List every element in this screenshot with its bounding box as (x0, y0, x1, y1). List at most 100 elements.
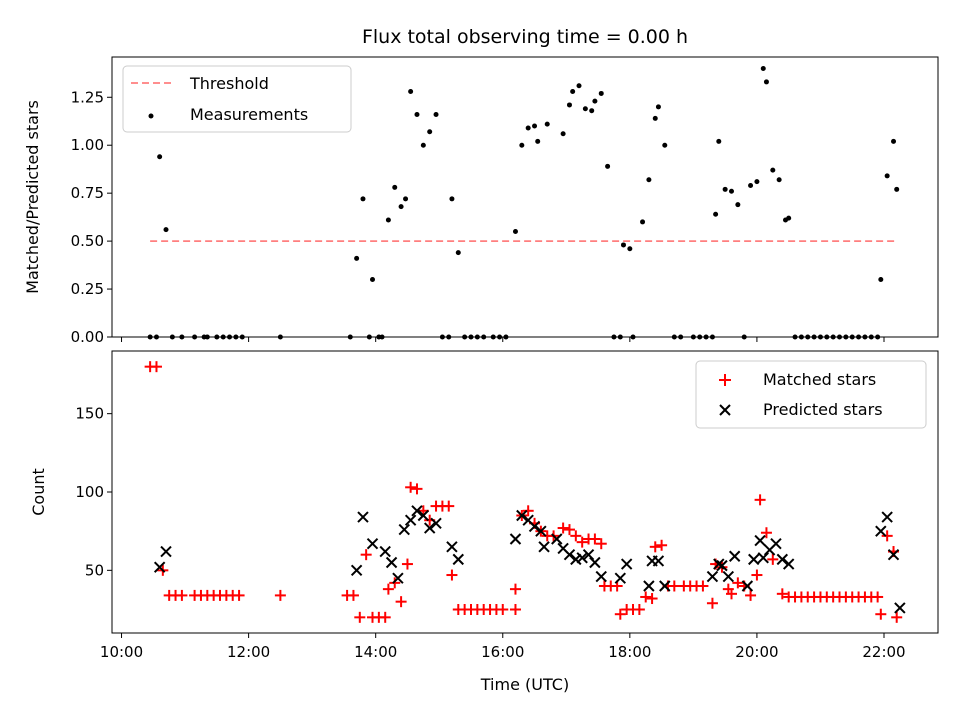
measurement-point (398, 204, 404, 210)
measurement-point (525, 125, 531, 131)
measurement-point (735, 202, 741, 208)
matched-star-marker (509, 583, 521, 595)
matched-star-marker (872, 591, 884, 603)
top-axes-frame (111, 56, 939, 338)
measurement-point (157, 154, 163, 160)
matched-star-marker (751, 569, 763, 581)
measurement-point (713, 211, 719, 217)
matched-star-marker (354, 611, 366, 623)
predicted-star-marker (782, 558, 795, 570)
predicted-star-marker (446, 541, 458, 553)
matched-star-marker (614, 608, 626, 620)
measurement-point (433, 112, 439, 118)
predicted-star-marker (551, 533, 563, 545)
predicted-star-marker (392, 572, 404, 584)
measurement-point (582, 106, 588, 112)
measurement-point (566, 102, 572, 108)
predicted-star-marker (379, 545, 391, 558)
measurement-point (576, 83, 582, 89)
measurement-point (414, 112, 420, 118)
predicted-star-marker (754, 534, 766, 547)
matched-star-marker (446, 569, 458, 581)
measurement-point (722, 186, 728, 192)
bottom-y-tick-label: 100 (75, 483, 104, 501)
predicted-star-marker (423, 522, 436, 534)
measurement-point (535, 138, 541, 144)
top-y-axis-label: Matched/Predicted stars (23, 100, 42, 294)
predicted-star-marker (748, 553, 760, 566)
measurement-point (894, 186, 900, 192)
predicted-star-marker (722, 570, 735, 583)
matched-stars-points (144, 361, 903, 623)
bottom-y-tick-label: 150 (75, 405, 104, 423)
matched-star-marker (150, 361, 162, 373)
bottom-axes-frame (111, 350, 939, 634)
x-tick-label: 16:00 (481, 643, 524, 661)
matched-star-marker (697, 580, 709, 592)
matched-star-marker (633, 604, 645, 615)
measurement-point (620, 242, 626, 248)
matched-star-marker (760, 527, 772, 539)
predicted-star-marker (516, 509, 528, 522)
matched-star-marker (576, 536, 588, 548)
bottom-x-ticks: 10:00 12:00 14:00 16:00 18:00 20:00 22:00 (100, 633, 906, 661)
matched-star-marker (497, 604, 509, 615)
matched-star-marker (668, 580, 680, 592)
matched-star-marker (646, 593, 658, 605)
top-y-tick-label: 0.25 (71, 280, 104, 298)
matched-star-marker (274, 589, 286, 601)
matched-star-marker (649, 541, 661, 553)
legend-predicted-swatch (719, 404, 731, 416)
measurement-point (786, 215, 792, 221)
measurement-point (763, 79, 769, 85)
predicted-star-marker (713, 558, 725, 570)
matched-star-marker (509, 604, 521, 615)
predicted-star-marker (728, 550, 741, 562)
measurement-points (147, 66, 900, 340)
measurement-point (884, 173, 890, 179)
measurement-point (640, 219, 646, 225)
measurement-point (544, 121, 550, 127)
x-tick-label: 14:00 (354, 643, 397, 661)
predicted-star-marker (535, 525, 547, 537)
measurement-point (592, 98, 598, 104)
predicted-star-marker (741, 580, 754, 592)
measurement-point (560, 131, 566, 137)
predicted-star-marker (659, 580, 671, 592)
measurement-point (512, 229, 518, 235)
legend-matched-label: Matched stars (763, 370, 876, 389)
top-y-tick-label: 0.50 (71, 232, 104, 250)
top-x-ticks (121, 337, 885, 342)
top-legend-box (122, 65, 352, 133)
measurement-point (646, 177, 652, 183)
predicted-star-marker (706, 570, 719, 583)
measurement-point (652, 115, 658, 121)
predicted-star-marker (576, 552, 588, 564)
measurement-point (449, 196, 455, 202)
predicted-star-marker (589, 556, 601, 569)
top-y-ticks: 0.00 0.25 0.50 0.75 1.00 1.25 (71, 88, 112, 346)
measurement-point (163, 227, 169, 233)
matched-star-marker (595, 538, 607, 550)
measurement-point (385, 217, 391, 223)
measurement-point (427, 129, 433, 135)
top-panel: 0.00 0.25 0.50 0.75 1.00 1.25 Matched/Predict… (23, 56, 939, 346)
measurement-point (455, 250, 461, 256)
predicted-star-marker (350, 564, 363, 577)
bottom-legend-box (695, 360, 927, 429)
bottom-panel: 50 100 150 10:00 12:00 14:00 16:00 18:00 20:00 2… (29, 350, 939, 694)
measurement-point (392, 184, 398, 190)
top-y-tick-label: 0.75 (71, 184, 104, 202)
predicted-star-marker (411, 505, 423, 517)
top-y-tick-label: 0.00 (71, 328, 104, 346)
predicted-star-marker (153, 561, 166, 573)
bottom-y-axis-label: Count (29, 468, 48, 516)
measurement-point (589, 108, 595, 114)
predicted-star-marker (528, 520, 541, 533)
legend-threshold-label: Threshold (189, 74, 269, 93)
predicted-star-marker (875, 525, 887, 537)
x-axis-label: Time (UTC) (480, 675, 569, 694)
bottom-y-tick-label: 50 (85, 561, 104, 579)
matched-star-marker (891, 611, 903, 623)
